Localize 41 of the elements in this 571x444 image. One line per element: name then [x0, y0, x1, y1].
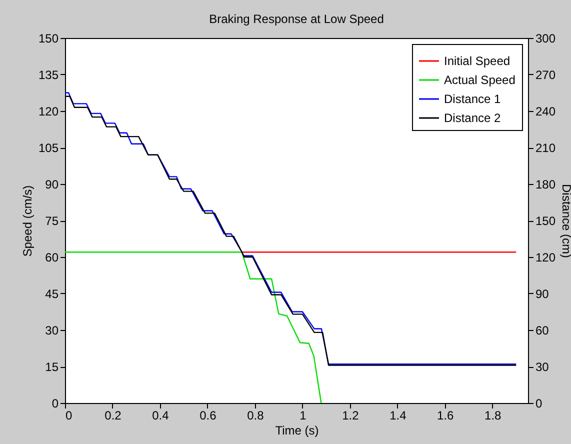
- x-axis-title: Time (s): [275, 424, 319, 438]
- x-tick-label: 1.4: [390, 408, 407, 422]
- y-tick-label: 120: [38, 104, 59, 118]
- y-tick-label: 135: [38, 68, 59, 82]
- y2-tick-label: 60: [536, 324, 550, 338]
- x-tick-label: 1.8: [484, 408, 502, 422]
- chart-title: Braking Response at Low Speed: [209, 12, 384, 26]
- x-tick-label: 1: [300, 408, 307, 422]
- x-tick-label: 0: [66, 408, 72, 422]
- legend-label: Distance 1: [444, 92, 502, 106]
- y2-tick-label: 120: [536, 250, 556, 264]
- x-tick-label: 0.8: [247, 408, 264, 422]
- y-tick-label: 0: [52, 396, 59, 410]
- y-tick-label: 90: [45, 178, 59, 192]
- y-tick-label: 105: [38, 141, 59, 155]
- y2-tick-label: 270: [536, 68, 556, 82]
- y2-axis-title: Distance (cm): [560, 184, 571, 258]
- x-tick-label: 0.6: [200, 408, 217, 422]
- y-tick-label: 45: [45, 287, 59, 301]
- x-tick-label: 1.2: [342, 408, 360, 422]
- x-tick-label: 1.6: [437, 408, 454, 422]
- y2-tick-label: 300: [536, 32, 556, 46]
- y-tick-label: 60: [45, 250, 59, 264]
- x-tick-label: 0.2: [104, 408, 122, 422]
- y-tick-label: 15: [45, 360, 59, 374]
- line-series: [64, 252, 322, 404]
- y-axis-title: Speed (cm/s): [20, 185, 34, 257]
- y2-tick-label: 180: [536, 178, 556, 192]
- y-tick-label: 30: [45, 324, 59, 338]
- y-tick-label: 150: [38, 32, 59, 46]
- x-tick-label: 0.4: [152, 408, 170, 422]
- y2-tick-label: 90: [536, 287, 550, 301]
- y2-tick-label: 240: [536, 104, 556, 118]
- y2-tick-label: 0: [536, 396, 542, 410]
- legend-label: Actual Speed: [444, 73, 516, 87]
- y2-tick-label: 30: [536, 360, 550, 374]
- y2-tick-label: 150: [536, 214, 556, 228]
- legend-label: Initial Speed: [444, 54, 510, 68]
- legend-label: Distance 2: [444, 111, 502, 125]
- y2-tick-label: 210: [536, 141, 556, 155]
- y-tick-label: 75: [45, 214, 59, 228]
